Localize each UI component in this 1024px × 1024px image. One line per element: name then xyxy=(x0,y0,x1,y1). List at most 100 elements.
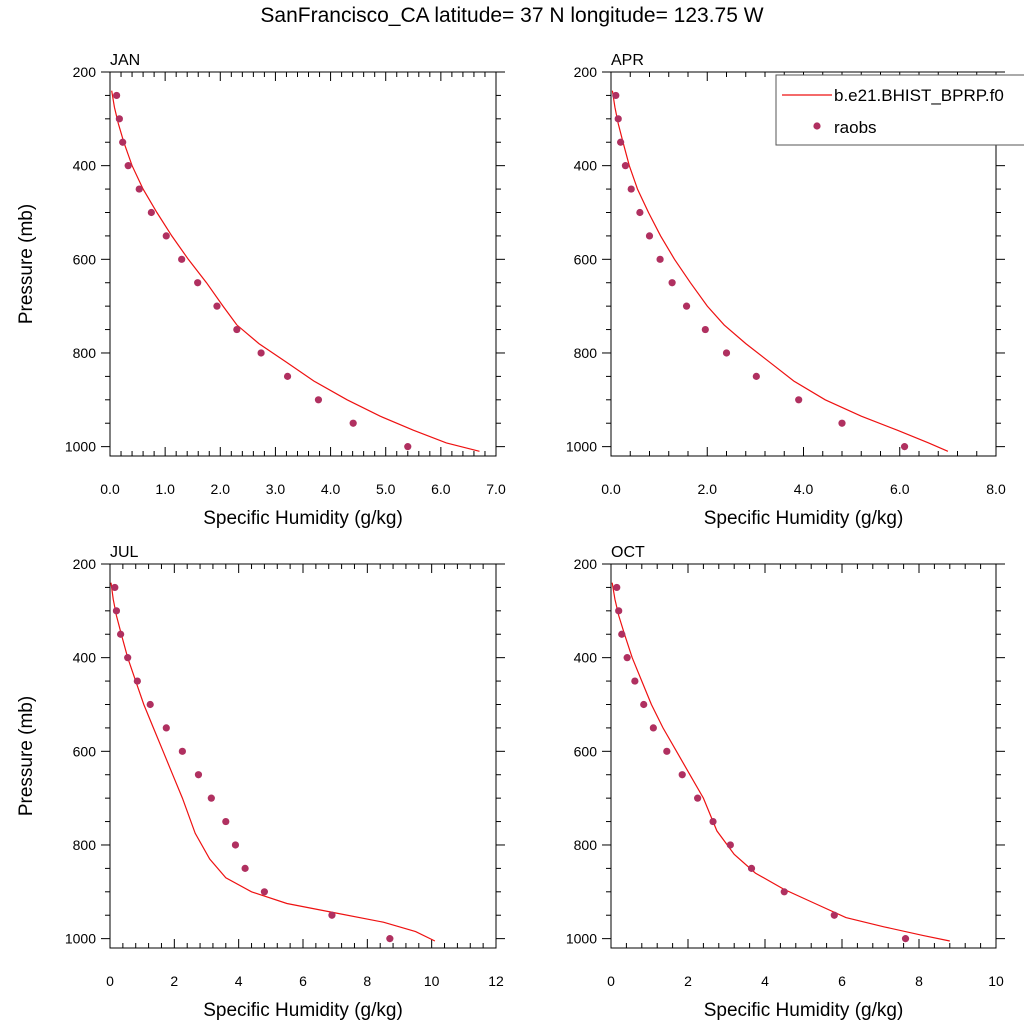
model-profile-line xyxy=(611,90,949,452)
raobs-point xyxy=(900,443,909,451)
raobs-point xyxy=(162,724,170,732)
raobs-point xyxy=(645,232,654,240)
x-tick-label: 3.0 xyxy=(266,481,286,497)
model-profile-line xyxy=(110,582,436,942)
raobs-point xyxy=(623,654,631,662)
raobs-point xyxy=(147,208,155,217)
y-tick-label: 200 xyxy=(73,64,97,80)
raobs-point xyxy=(124,654,132,662)
x-tick-label: 4 xyxy=(761,973,769,989)
raobs-point xyxy=(194,771,203,779)
raobs-point xyxy=(231,841,240,849)
figure-title: SanFrancisco_CA latitude= 37 N longitude… xyxy=(260,4,764,27)
raobs-point xyxy=(178,747,186,755)
raobs-point xyxy=(618,630,626,638)
panel-label: OCT xyxy=(611,544,645,561)
y-tick-label: 600 xyxy=(574,251,598,267)
x-tick-label: 2 xyxy=(170,973,178,989)
raobs-point xyxy=(701,325,709,334)
panel-label: JAN xyxy=(110,52,140,69)
y-tick-label: 800 xyxy=(73,345,97,361)
panel-apr: APR 0.0 2.0 4.0 6.0 8.0 200 400 600 800 1000 Specif… xyxy=(566,52,1024,529)
raobs-point xyxy=(901,935,910,943)
x-tick-label: 6 xyxy=(299,973,307,989)
x-axis-label: Specific Humidity (g/kg) xyxy=(704,1000,904,1021)
raobs-point xyxy=(162,232,170,240)
legend-box xyxy=(775,74,1024,146)
plot-frame xyxy=(109,563,497,949)
raobs-point xyxy=(709,817,717,826)
raobs-point xyxy=(615,607,623,615)
y-tick-label: 600 xyxy=(73,251,97,267)
y-tick-label: 200 xyxy=(574,556,598,572)
x-tick-label: 8.0 xyxy=(986,481,1006,497)
x-tick-label: 6.0 xyxy=(431,481,451,497)
raobs-point xyxy=(257,349,265,357)
raobs-point xyxy=(146,700,154,709)
raobs-point xyxy=(135,185,143,193)
raobs-point xyxy=(678,771,686,779)
plot-data xyxy=(611,90,949,452)
x-tick-label: 0.0 xyxy=(100,481,120,497)
raobs-point xyxy=(213,302,221,310)
x-tick-label: 12 xyxy=(488,973,504,989)
raobs-point xyxy=(113,91,121,100)
plot-data xyxy=(611,582,950,943)
raobs-point xyxy=(194,279,202,287)
y-tick-label: 400 xyxy=(73,158,97,174)
raobs-point xyxy=(119,138,127,146)
raobs-point xyxy=(233,325,241,334)
model-profile-line xyxy=(611,582,950,942)
raobs-point xyxy=(747,864,756,872)
x-tick-label: 2.0 xyxy=(698,481,718,497)
x-tick-label: 1.0 xyxy=(155,481,175,497)
raobs-point xyxy=(722,349,731,357)
x-tick-label: 0.0 xyxy=(601,481,621,497)
raobs-point xyxy=(117,630,125,638)
x-tick-label: 2.0 xyxy=(211,481,231,497)
x-tick-label: 4 xyxy=(235,973,243,989)
plot-data xyxy=(111,90,480,452)
legend-model-label: b.e21.BHIST_BPRP.f0 xyxy=(834,86,1004,105)
y-tick-label: 1000 xyxy=(566,439,597,455)
raobs-point xyxy=(631,677,639,685)
raobs-point xyxy=(627,185,635,193)
raobs-point xyxy=(752,372,760,380)
legend-obs-label: raobs xyxy=(834,118,877,137)
raobs-point xyxy=(663,747,671,755)
raobs-point xyxy=(614,115,622,123)
raobs-point xyxy=(111,583,119,592)
raobs-point xyxy=(613,583,621,592)
y-tick-label: 800 xyxy=(73,837,97,853)
y-tick-label: 800 xyxy=(574,345,598,361)
x-tick-label: 6.0 xyxy=(890,481,910,497)
raobs-point xyxy=(640,700,648,709)
raobs-point xyxy=(112,607,121,615)
x-tick-label: 0 xyxy=(607,973,615,989)
x-tick-label: 10 xyxy=(988,973,1004,989)
raobs-point xyxy=(349,419,357,427)
y-axis-label: Pressure (mb) xyxy=(16,204,37,324)
raobs-point xyxy=(838,419,846,427)
x-tick-label: 0 xyxy=(106,973,114,989)
raobs-point xyxy=(617,138,625,146)
panel-jan: JAN 0.0 1.0 2.0 3.0 4.0 5.0 6.0 7.0 200 400 600 800 1… xyxy=(16,52,506,529)
x-tick-label: 6 xyxy=(838,973,846,989)
y-tick-label: 1000 xyxy=(566,931,597,947)
plot-frame xyxy=(610,563,997,949)
raobs-point xyxy=(260,888,268,896)
raobs-point xyxy=(682,302,691,310)
raobs-point xyxy=(649,724,657,732)
y-tick-label: 200 xyxy=(574,64,598,80)
y-tick-label: 600 xyxy=(574,743,598,759)
raobs-point xyxy=(694,794,702,802)
x-axis-label: Specific Humidity (g/kg) xyxy=(704,508,904,529)
raobs-point xyxy=(115,115,123,123)
y-tick-label: 800 xyxy=(574,837,598,853)
raobs-point xyxy=(726,841,734,849)
raobs-point xyxy=(404,443,412,451)
y-tick-label: 600 xyxy=(73,743,97,759)
raobs-point xyxy=(386,935,394,943)
